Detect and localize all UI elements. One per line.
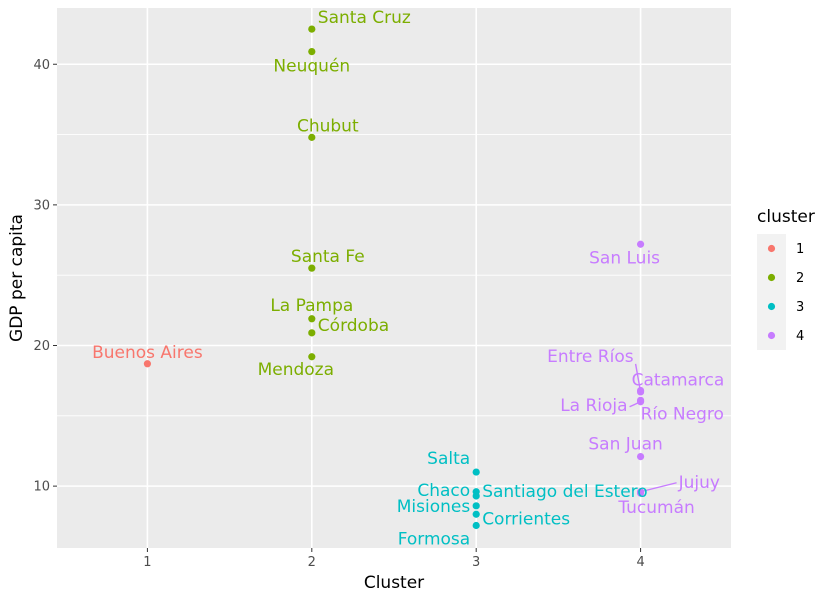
point-label: Jujuy bbox=[678, 473, 720, 493]
data-point bbox=[308, 329, 316, 337]
data-points bbox=[143, 25, 645, 530]
point-label: Chubut bbox=[297, 116, 359, 136]
data-point bbox=[636, 396, 645, 404]
point-label: Entre Ríos bbox=[547, 347, 634, 367]
data-point bbox=[636, 386, 645, 395]
point-label: Mendoza bbox=[258, 360, 334, 380]
data-point bbox=[636, 452, 645, 461]
x-tick-label: 3 bbox=[472, 555, 480, 570]
y-tick-label: 10 bbox=[33, 480, 50, 495]
point-label: La Rioja bbox=[560, 396, 627, 416]
data-point bbox=[308, 25, 316, 33]
data-point bbox=[308, 353, 316, 361]
x-axis-title: Cluster bbox=[364, 573, 424, 593]
data-point bbox=[636, 240, 645, 248]
data-point bbox=[308, 315, 316, 323]
point-label: Santa Fe bbox=[291, 247, 365, 267]
data-point bbox=[636, 489, 645, 497]
point-label: Buenos Aires bbox=[92, 343, 203, 363]
legend-swatch bbox=[767, 273, 776, 282]
point-label: Tucumán bbox=[617, 498, 694, 518]
point-label: San Luis bbox=[589, 248, 660, 268]
point-label: Neuquén bbox=[273, 57, 350, 77]
label-leader-line bbox=[640, 482, 677, 493]
point-label: Santa Cruz bbox=[318, 8, 411, 28]
data-point bbox=[308, 133, 316, 141]
legend-label: 4 bbox=[796, 329, 804, 344]
legend-label: 3 bbox=[796, 300, 804, 315]
point-label: Salta bbox=[427, 449, 470, 469]
point-label: Córdoba bbox=[318, 316, 389, 336]
point-label: Corrientes bbox=[482, 509, 570, 529]
axis-ticks: 1 2 3 4 10 20 30 40 bbox=[33, 58, 644, 570]
legend-swatch bbox=[767, 302, 776, 311]
x-tick-label: 2 bbox=[308, 555, 316, 570]
y-tick-label: 30 bbox=[33, 198, 50, 213]
grid-lines bbox=[57, 8, 731, 548]
data-point bbox=[143, 360, 152, 368]
data-point bbox=[308, 264, 316, 272]
x-tick-label: 1 bbox=[143, 555, 151, 570]
legend-swatch bbox=[767, 244, 776, 253]
y-tick-label: 40 bbox=[33, 58, 50, 73]
panel-background bbox=[57, 8, 731, 548]
point-labels: Buenos Aires Santa Cruz Neuquén Chubut Santa… bbox=[92, 8, 724, 549]
y-tick-label: 20 bbox=[33, 339, 50, 354]
legend-label: 1 bbox=[796, 242, 804, 257]
point-label: San Juan bbox=[588, 435, 662, 455]
point-label: Formosa bbox=[398, 530, 471, 550]
point-label: Catamarca bbox=[632, 371, 725, 391]
point-label: La Pampa bbox=[270, 296, 353, 316]
point-label: Misiones bbox=[397, 497, 471, 517]
legend-label: 2 bbox=[796, 271, 804, 286]
data-point bbox=[472, 510, 480, 518]
legend: cluster 1 2 3 4 bbox=[757, 207, 815, 350]
x-tick-label: 4 bbox=[636, 555, 644, 570]
point-label: Chaco bbox=[417, 481, 470, 501]
data-point bbox=[472, 468, 480, 476]
y-axis-title: GDP per capita bbox=[7, 214, 27, 342]
point-label: Santiago del Estero bbox=[482, 482, 648, 502]
legend-title: cluster bbox=[757, 207, 815, 227]
point-label: Río Negro bbox=[641, 404, 724, 424]
data-point bbox=[308, 47, 316, 56]
data-point bbox=[472, 521, 480, 530]
data-point bbox=[472, 492, 480, 500]
legend-swatch bbox=[767, 331, 776, 340]
data-point bbox=[472, 502, 480, 510]
